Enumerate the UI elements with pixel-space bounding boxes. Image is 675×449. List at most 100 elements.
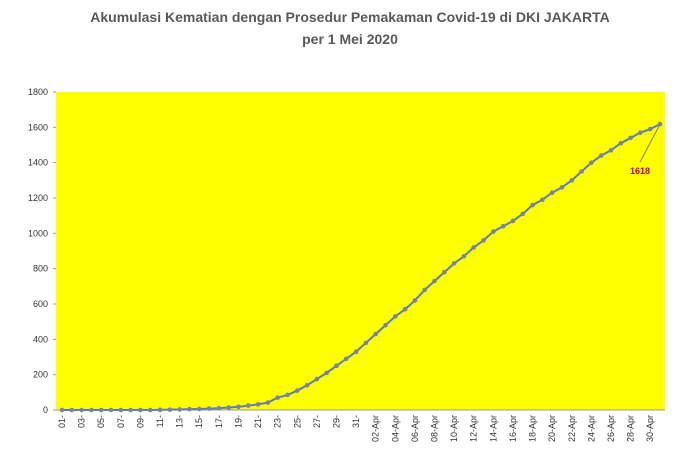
x-tick-label: 10-Apr (449, 415, 459, 442)
point (245, 403, 251, 408)
point (353, 349, 359, 355)
y-tick-label: 1600 (28, 122, 48, 132)
point (128, 407, 133, 413)
point (510, 218, 516, 224)
point (638, 130, 643, 135)
x-tick-label: 23- (273, 415, 283, 428)
point (540, 197, 545, 203)
y-tick-label: 1200 (28, 193, 48, 203)
y-tick-label: 600 (33, 299, 48, 309)
point (108, 407, 114, 413)
point (275, 395, 280, 400)
point (618, 140, 624, 146)
plot-area (56, 92, 665, 410)
point (89, 407, 94, 413)
y-tick-label: 800 (33, 264, 48, 274)
point (520, 211, 526, 217)
point (285, 392, 290, 398)
x-tick-label: 30-Apr (645, 415, 655, 442)
point (451, 261, 457, 266)
x-tick-label: 12-Apr (469, 415, 479, 442)
point (167, 407, 173, 412)
point (589, 160, 594, 165)
chart-title: Akumulasi Kematian dengan Prosedur Pemak… (90, 9, 609, 25)
x-tick-label: 01- (57, 415, 67, 428)
x-tick-label: 29- (331, 415, 341, 428)
x-tick-label: 26-Apr (606, 415, 616, 442)
point (265, 400, 271, 405)
x-tick-label: 20-Apr (547, 415, 557, 442)
y-tick-label: 1400 (28, 158, 48, 168)
point (432, 278, 437, 284)
x-tick-label: 18-Apr (528, 415, 538, 442)
point (157, 407, 163, 413)
point (461, 253, 467, 259)
data-label: 1618 (630, 166, 650, 176)
point (343, 356, 349, 362)
point (598, 153, 604, 158)
point (69, 407, 75, 413)
point (334, 363, 339, 369)
x-tick-label: 22-Apr (567, 415, 577, 442)
point (559, 185, 565, 190)
point (118, 407, 124, 413)
x-tick-label: 24-Apr (586, 415, 596, 442)
x-tick-label: 03- (77, 415, 87, 428)
y-tick-label: 200 (33, 370, 48, 380)
point (79, 407, 84, 413)
point (98, 407, 104, 413)
point (304, 382, 310, 388)
point (412, 298, 418, 303)
x-tick-label: 08-Apr (430, 415, 440, 442)
y-tick-label: 0 (43, 405, 48, 415)
x-tick-label: 11- (155, 415, 165, 427)
x-tick-label: 21- (253, 415, 263, 428)
point (373, 331, 379, 337)
point (196, 406, 202, 412)
y-tick-label: 400 (33, 334, 48, 344)
chart-subtitle: per 1 Mei 2020 (302, 31, 398, 47)
x-tick-label: 07- (116, 415, 126, 428)
point (187, 406, 192, 412)
x-tick-label: 17- (214, 415, 224, 428)
point (226, 405, 231, 410)
x-tick-label: 05- (96, 415, 106, 428)
point (294, 388, 300, 393)
point (138, 407, 143, 413)
x-tick-label: 06-Apr (410, 415, 420, 442)
point (481, 238, 486, 243)
point (59, 407, 65, 413)
point (314, 376, 320, 382)
point (628, 135, 633, 141)
point (216, 405, 222, 411)
point (206, 406, 212, 411)
x-tick-label: 27- (312, 415, 322, 428)
point (491, 229, 496, 234)
point (530, 202, 535, 208)
x-tick-label: 14-Apr (488, 415, 498, 442)
x-tick-label: 31- (351, 415, 361, 428)
y-tick-label: 1800 (28, 87, 48, 97)
point (236, 404, 241, 410)
point (402, 307, 408, 312)
x-tick-label: 25- (292, 415, 302, 428)
point (608, 148, 614, 153)
point (255, 402, 261, 407)
x-tick-label: 09- (135, 415, 145, 428)
point (569, 178, 575, 183)
point (471, 245, 477, 250)
x-tick-label: 04-Apr (390, 415, 400, 442)
leader-line (639, 123, 661, 163)
x-tick-label: 15- (194, 415, 204, 428)
point (177, 407, 182, 412)
x-tick-label: 19- (233, 415, 243, 428)
point (647, 126, 653, 132)
point (363, 340, 369, 346)
point (442, 269, 447, 275)
point (383, 322, 388, 328)
point (500, 223, 506, 229)
x-tick-label: 13- (175, 415, 185, 428)
point (579, 169, 584, 174)
point (549, 190, 555, 195)
